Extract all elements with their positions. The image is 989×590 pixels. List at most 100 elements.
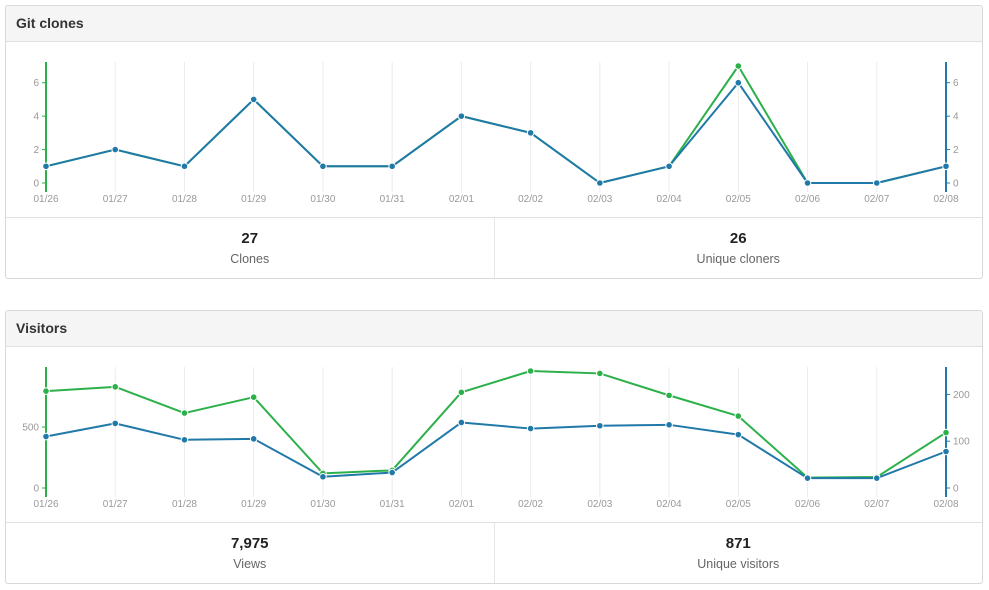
data-point-right [526,129,535,137]
clones-count: 27 [241,230,259,247]
data-point-right [388,162,396,171]
x-tick-label: 02/07 [864,499,889,510]
left-axis-tick-label: 2 [33,145,39,156]
x-tick-label: 01/28 [172,194,197,205]
x-tick-label: 02/02 [518,499,543,510]
git-clones-title: Git clones [6,6,982,42]
unique-cloners-stat: 26 Unique cloners [493,218,983,278]
left-axis-tick-label: 500 [22,423,39,434]
git-clones-stats: 27 Clones 26 Unique cloners [6,217,982,278]
series-line-right [45,81,947,184]
data-point-right [319,162,327,171]
unique-visitors-label: Unique visitors [697,557,780,571]
data-point-right [872,474,881,482]
data-point-left [526,367,535,375]
x-tick-label: 02/05 [726,194,751,205]
unique-cloners-count: 26 [729,230,747,247]
data-point-right [42,162,50,171]
x-tick-label: 01/27 [103,194,128,205]
x-tick-label: 02/04 [657,194,682,205]
unique-visitors-stat: 871 Unique visitors [493,523,983,583]
data-point-left [42,387,50,395]
x-tick-label: 02/03 [587,499,612,510]
visitors-panel: Visitors 01/26 01/27 01/28 01/29 01/30 01/31 0… [5,310,983,584]
left-axis-tick-label: 0 [33,484,39,495]
data-point-right [319,472,327,481]
x-tick-label: 01/26 [33,499,58,510]
right-axis-tick-label: 0 [953,484,959,495]
right-axis-tick-label: 100 [953,437,970,448]
x-tick-label: 01/31 [380,194,405,205]
data-point-right [457,418,466,427]
x-tick-label: 02/07 [864,194,889,205]
data-point-right [596,179,604,187]
data-point-right [249,435,258,443]
data-point-right [872,179,881,187]
data-point-right [734,78,743,87]
right-axis-tick-label: 4 [953,112,959,123]
x-tick-label: 01/27 [103,499,128,510]
x-tick-label: 02/01 [449,194,474,205]
data-point-right [526,424,535,433]
series-line-left [45,370,947,479]
data-point-right [249,95,258,104]
data-point-left [457,388,466,397]
data-point-left [734,412,743,420]
x-tick-label: 01/29 [241,499,266,510]
data-point-right [665,162,673,171]
data-point-left [111,383,120,391]
visitors-chart: 01/26 01/27 01/28 01/29 01/30 01/31 02/01 02/02… [22,367,970,510]
views-label: Views [233,557,267,571]
x-tick-label: 02/06 [795,194,820,205]
data-point-left [596,369,604,378]
data-point-right [942,162,950,171]
x-tick-label: 01/26 [33,194,58,205]
views-stat: 7,975 Views [6,523,494,583]
unique-cloners-label: Unique cloners [696,252,780,266]
x-tick-label: 01/28 [172,499,197,510]
data-point-right [803,179,812,187]
x-tick-label: 02/01 [449,499,474,510]
data-point-left [249,393,258,402]
x-tick-label: 01/30 [310,499,335,510]
git-clones-chart: 01/26 01/27 01/28 01/29 01/30 01/31 02/01 02/02… [33,62,959,205]
git-clones-panel: Git clones 01/26 01/27 01/28 01/29 01/30 01/3… [5,5,983,279]
x-tick-label: 02/04 [657,499,682,510]
clones-stat: 27 Clones [6,218,494,278]
x-tick-label: 01/29 [241,194,266,205]
grid-lines [45,62,947,192]
views-count: 7,975 [230,535,269,552]
data-point-right [388,468,396,477]
data-point-right [111,145,120,154]
data-point-right [111,419,120,428]
x-tick-label: 01/31 [380,499,405,510]
data-point-left [942,428,950,437]
clones-label: Clones [230,252,270,266]
data-point-right [180,162,189,171]
data-point-right [803,474,812,482]
data-point-right [596,421,604,430]
series-line-right [45,421,947,480]
x-tick-label: 02/06 [795,499,820,510]
left-axis-tick-label: 0 [33,179,39,190]
data-point-right [942,447,950,456]
visitors-stats: 7,975 Views 871 Unique visitors [6,522,982,583]
data-point-right [180,435,189,444]
data-point-left [665,391,673,400]
right-axis-tick-label: 2 [953,145,959,156]
x-tick-label: 02/08 [933,499,958,510]
data-point-right [457,112,466,120]
data-point-left [734,62,743,70]
x-tick-label: 01/30 [310,194,335,205]
right-axis-tick-label: 6 [953,78,959,89]
left-axis-tick-label: 4 [33,112,39,123]
visitors-title: Visitors [6,311,982,347]
data-point-left [180,409,189,417]
x-tick-label: 02/03 [587,194,612,205]
unique-visitors-count: 871 [725,535,751,552]
left-axis-tick-label: 6 [33,78,39,89]
data-point-right [665,421,673,429]
right-axis-tick-label: 0 [953,179,959,190]
data-point-right [42,432,50,441]
right-axis-tick-label: 200 [953,390,970,401]
